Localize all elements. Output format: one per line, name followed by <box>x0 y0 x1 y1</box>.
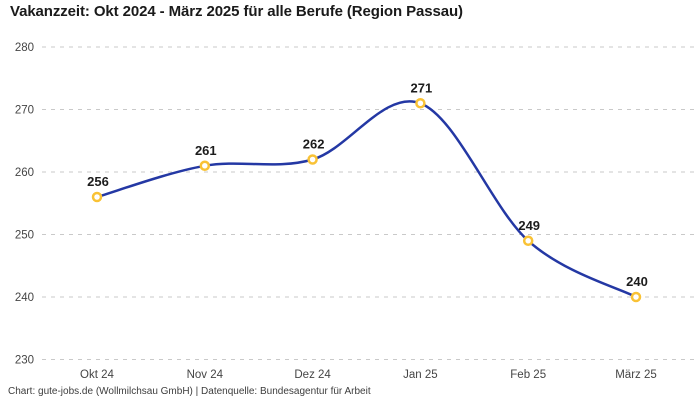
y-axis-tick-label: 260 <box>15 167 34 179</box>
data-point-marker <box>522 235 534 246</box>
data-point-label: 256 <box>87 174 109 189</box>
data-point-marker <box>415 98 426 109</box>
x-axis-label: Dez 24 <box>294 369 331 381</box>
y-axis-tick-label: 250 <box>15 230 34 242</box>
data-line <box>95 100 638 299</box>
y-axis-tick-label: 280 <box>15 42 34 54</box>
x-axis-label: Okt 24 <box>80 369 114 381</box>
x-axis-label: Nov 24 <box>187 369 224 381</box>
data-point-label: 249 <box>518 218 540 233</box>
data-point-marker <box>199 160 211 171</box>
y-axis-tick-label: 230 <box>15 355 34 367</box>
x-axis-label: März 25 <box>615 369 657 381</box>
data-point-label: 262 <box>303 137 325 152</box>
y-axis-tick-label: 270 <box>15 105 34 117</box>
data-point-marker <box>307 154 318 165</box>
data-point-label: 240 <box>626 274 648 289</box>
data-point-label: 261 <box>195 143 217 158</box>
x-axis-label: Feb 25 <box>510 369 546 381</box>
data-point-marker <box>91 191 103 203</box>
chart-source-footer: Chart: gute-jobs.de (Wollmilchsau GmbH) … <box>8 386 371 397</box>
x-axis-label: Jan 25 <box>403 369 438 381</box>
data-point-label: 271 <box>411 80 433 95</box>
data-point-marker <box>630 291 642 303</box>
y-axis-tick-label: 240 <box>15 292 34 304</box>
chart-title: Vakanzzeit: Okt 2024 - März 2025 für all… <box>10 3 463 20</box>
